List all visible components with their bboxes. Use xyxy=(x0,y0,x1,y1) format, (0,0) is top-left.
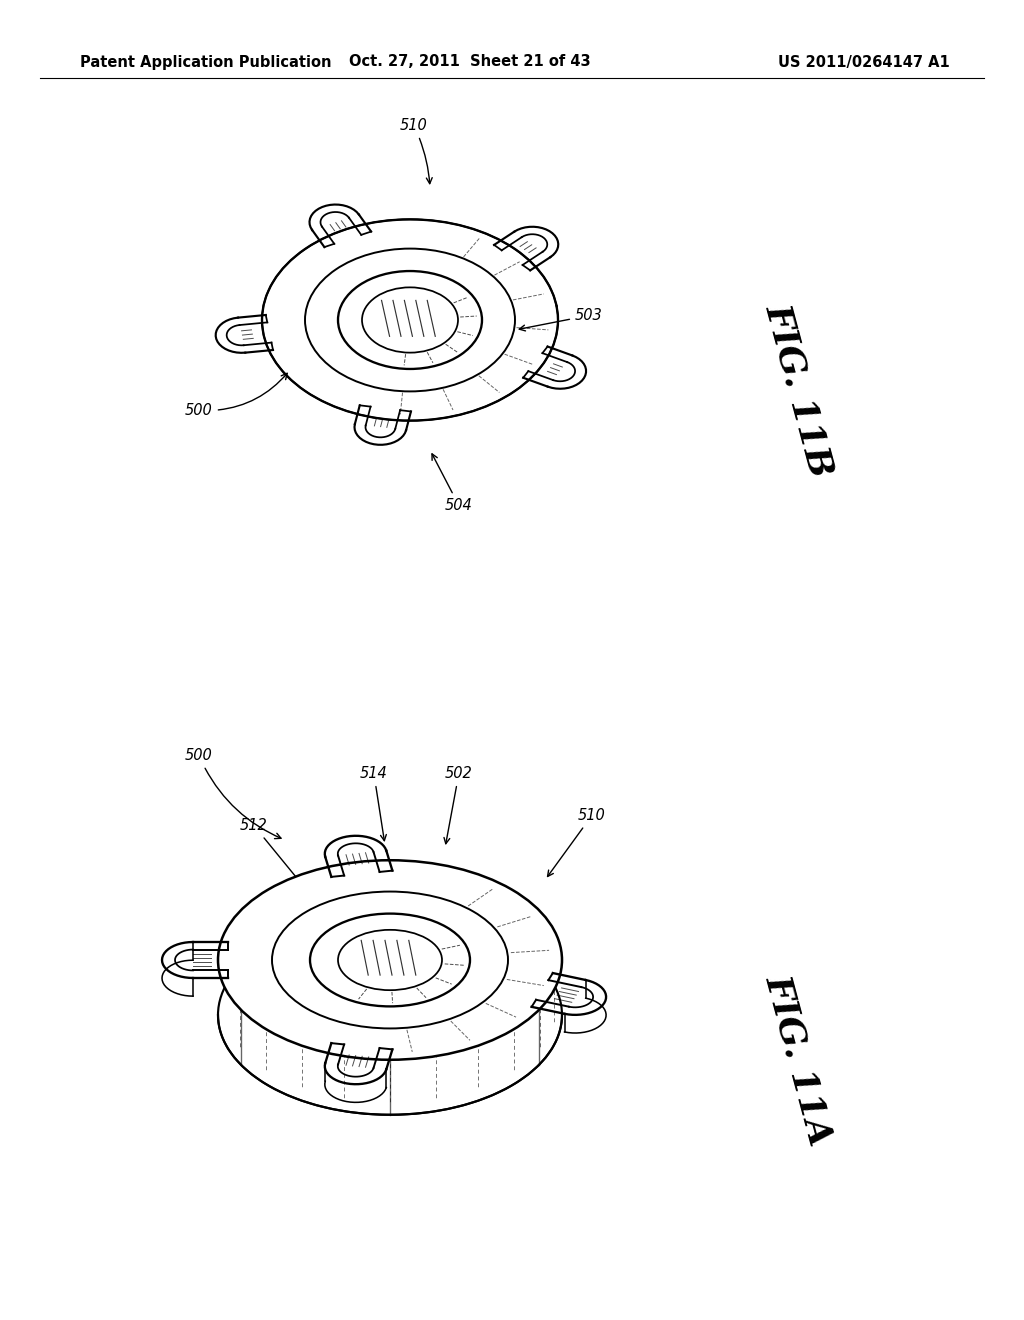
Ellipse shape xyxy=(310,913,470,1006)
Text: FIG. 11B: FIG. 11B xyxy=(760,300,839,480)
Ellipse shape xyxy=(272,891,508,1028)
Ellipse shape xyxy=(262,219,558,421)
Text: 500: 500 xyxy=(185,748,281,838)
Text: 503: 503 xyxy=(519,308,603,331)
Ellipse shape xyxy=(362,288,458,352)
Ellipse shape xyxy=(218,861,562,1060)
Ellipse shape xyxy=(218,915,562,1115)
Text: 510: 510 xyxy=(400,117,432,183)
Text: US 2011/0264147 A1: US 2011/0264147 A1 xyxy=(778,54,950,70)
Text: 514: 514 xyxy=(360,766,388,841)
Text: 502: 502 xyxy=(444,766,473,843)
Text: FIG. 11A: FIG. 11A xyxy=(760,970,839,1150)
Text: Oct. 27, 2011  Sheet 21 of 43: Oct. 27, 2011 Sheet 21 of 43 xyxy=(349,54,591,70)
Text: 512: 512 xyxy=(240,818,302,884)
Text: 504: 504 xyxy=(432,454,473,513)
Ellipse shape xyxy=(338,929,442,990)
Text: 510: 510 xyxy=(548,808,606,876)
Ellipse shape xyxy=(338,271,482,370)
Text: 500: 500 xyxy=(185,374,287,418)
Text: Patent Application Publication: Patent Application Publication xyxy=(80,54,332,70)
Ellipse shape xyxy=(305,248,515,392)
